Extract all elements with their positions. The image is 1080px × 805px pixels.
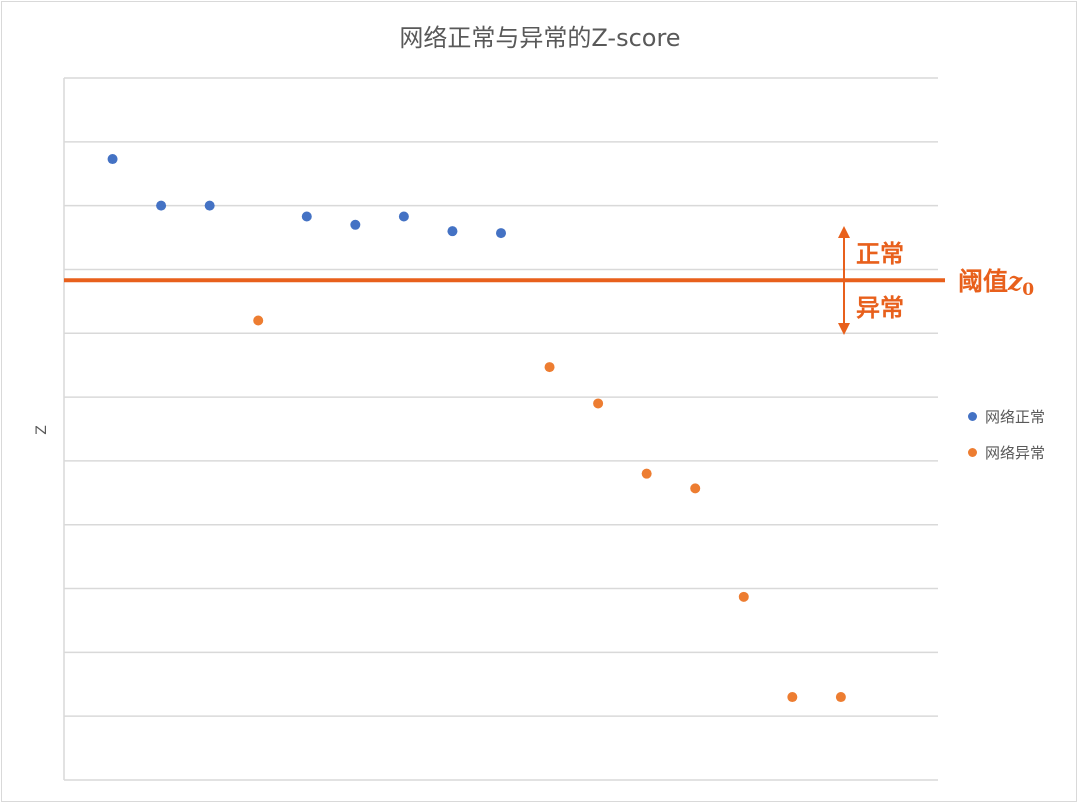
data-point-normal bbox=[204, 200, 215, 211]
data-point-normal bbox=[107, 154, 118, 165]
data-point-abnormal bbox=[544, 362, 555, 373]
data-point-abnormal bbox=[835, 692, 846, 703]
data-point-abnormal bbox=[593, 398, 604, 409]
legend-label-normal: 网络正常 bbox=[985, 407, 1046, 426]
data-point-abnormal bbox=[641, 468, 652, 479]
data-point-normal bbox=[496, 228, 506, 239]
data-point-normal bbox=[350, 219, 361, 230]
legend: 网络正常 网络异常 bbox=[968, 398, 1045, 470]
data-point-normal bbox=[301, 211, 312, 222]
threshold-label: 阈值z0 bbox=[958, 267, 1034, 300]
legend-item-normal: 网络正常 bbox=[968, 398, 1045, 434]
threshold-label-text: 阈值 bbox=[958, 267, 1008, 296]
label-abnormal-region: 异常 bbox=[856, 294, 904, 322]
arrow-down-head bbox=[838, 323, 850, 335]
threshold-label-subscript: 0 bbox=[1022, 280, 1034, 300]
legend-marker-normal bbox=[968, 411, 977, 421]
legend-label-abnormal: 网络异常 bbox=[985, 443, 1046, 462]
data-point-normal bbox=[398, 211, 409, 222]
data-point-normal bbox=[447, 226, 458, 237]
chart-title: 网络正常与异常的Z-score bbox=[399, 24, 681, 52]
arrow-up-head bbox=[838, 226, 850, 238]
legend-item-abnormal: 网络异常 bbox=[968, 434, 1045, 470]
data-point-abnormal bbox=[253, 315, 264, 326]
label-normal-region: 正常 bbox=[856, 240, 904, 268]
data-point-abnormal bbox=[787, 692, 798, 703]
data-point-abnormal bbox=[690, 483, 701, 494]
legend-marker-abnormal bbox=[968, 447, 977, 457]
y-axis-title: Z bbox=[34, 425, 50, 435]
data-point-abnormal bbox=[738, 591, 749, 602]
threshold-label-variable: z bbox=[1007, 267, 1023, 296]
data-point-normal bbox=[156, 200, 167, 211]
